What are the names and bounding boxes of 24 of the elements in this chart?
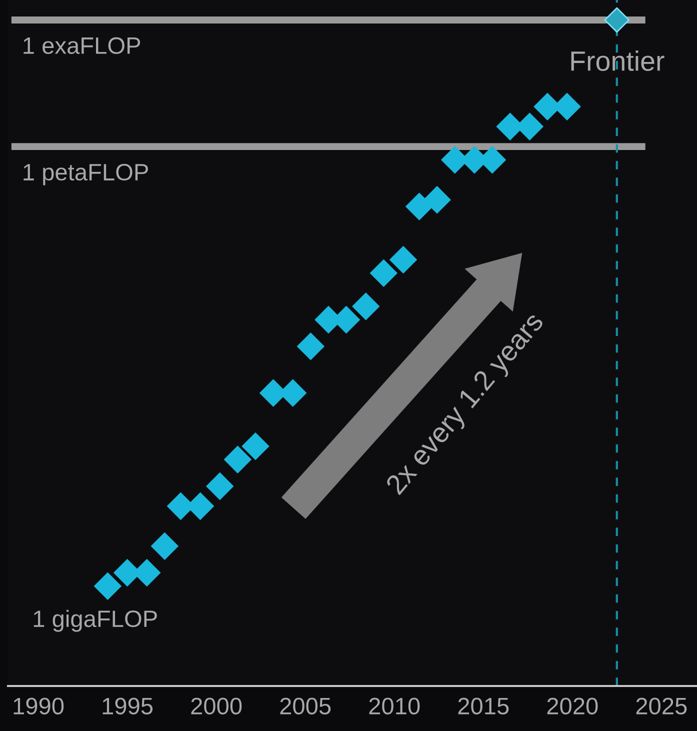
point bbox=[389, 246, 418, 274]
point bbox=[423, 186, 451, 214]
point bbox=[604, 7, 630, 33]
point bbox=[206, 472, 234, 500]
point bbox=[296, 332, 325, 360]
annotation: 1 gigaFLOP bbox=[34, 610, 157, 632]
x-tick-label: 2005 bbox=[280, 698, 331, 714]
point bbox=[150, 532, 179, 560]
x-tick-label: 1995 bbox=[102, 698, 153, 714]
point bbox=[352, 292, 380, 320]
x-tick-label: 2020 bbox=[547, 698, 598, 714]
annotation: Frontier bbox=[571, 50, 664, 71]
x-tick-label: 2000 bbox=[191, 698, 242, 714]
point bbox=[242, 432, 270, 460]
point bbox=[94, 572, 122, 600]
point bbox=[370, 259, 398, 287]
point bbox=[224, 446, 252, 474]
ref-line-label: 1 petaFLOP bbox=[24, 164, 148, 186]
ref-line-label: 1 exaFLOP bbox=[24, 37, 140, 54]
x-tick-label: 2025 bbox=[636, 698, 687, 714]
x-tick-label: 2010 bbox=[369, 698, 420, 714]
point bbox=[405, 192, 434, 220]
x-tick-label: 2015 bbox=[458, 698, 509, 714]
x-tick-label: 1990 bbox=[14, 698, 64, 714]
